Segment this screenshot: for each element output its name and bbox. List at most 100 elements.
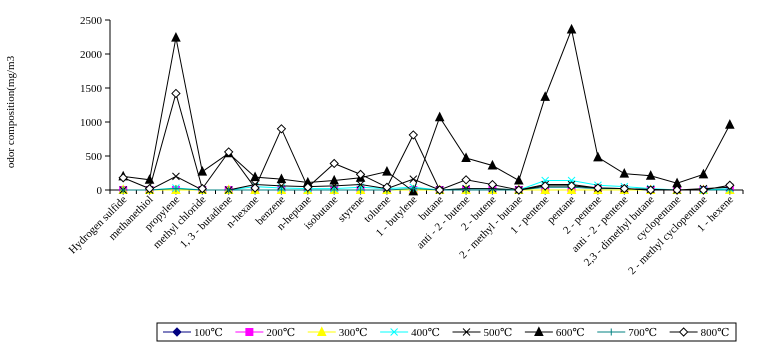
legend-label: 500℃ (484, 327, 513, 339)
data-point (409, 185, 417, 193)
data-point (329, 174, 339, 185)
data-point (357, 186, 365, 194)
y-axis: 0 500 1000 1500 2000 2500 (80, 15, 111, 197)
data-point (382, 182, 392, 192)
legend-marker (390, 328, 398, 336)
data-point (725, 180, 735, 190)
data-point (434, 111, 445, 122)
legend-label: 700℃ (628, 327, 657, 339)
data-point (303, 182, 313, 192)
data-point (171, 32, 181, 42)
y-tick-label: 500 (86, 151, 103, 163)
data-point (514, 185, 524, 195)
data-point (197, 166, 208, 176)
data-point (566, 23, 577, 34)
legend-item: 200℃ (235, 327, 295, 339)
legend-item: 100℃ (163, 327, 223, 339)
legend-item: 600℃ (524, 326, 585, 339)
data-point (250, 171, 260, 182)
data-point (225, 186, 233, 194)
data-point (118, 173, 128, 183)
legend-label: 600℃ (556, 327, 585, 339)
data-point (619, 183, 630, 194)
marker-stroke (172, 172, 180, 181)
legend-item: 300℃ (307, 326, 368, 339)
series-5 (118, 23, 735, 196)
marker-stroke (390, 328, 398, 336)
legend-marker (678, 327, 689, 337)
marker-stroke (356, 180, 365, 189)
data-point (330, 186, 338, 194)
data-point (487, 179, 498, 190)
data-point (356, 180, 365, 189)
series-line (122, 91, 730, 191)
data-point (197, 183, 208, 194)
legend-label: 400℃ (411, 327, 440, 339)
data-point (725, 119, 735, 129)
legend-marker (534, 326, 544, 336)
series-line (123, 27, 731, 193)
y-tick-label: 2000 (80, 49, 103, 61)
y-tick-label: 0 (97, 185, 103, 197)
data-point (566, 181, 577, 191)
legend-marker (462, 328, 471, 336)
legend-label: 200℃ (266, 327, 295, 339)
legend-marker (172, 327, 182, 337)
data-point (672, 185, 682, 195)
data-point (540, 181, 550, 191)
data-point (434, 185, 445, 195)
data-point (171, 88, 181, 99)
legend-item: 400℃ (380, 327, 440, 339)
y-tick-label: 1500 (80, 83, 103, 95)
data-point (382, 166, 392, 176)
series-7 (118, 88, 735, 195)
data-point (172, 172, 180, 181)
data-point (355, 169, 366, 180)
data-point (223, 147, 234, 157)
data-point (487, 159, 498, 170)
data-point (276, 173, 287, 184)
data-point (462, 186, 470, 194)
data-point (277, 182, 286, 190)
legend: 100℃ 200℃ 300℃ 400℃ 500℃ 600℃ 700℃ 800℃ (156, 322, 737, 342)
x-axis: Hydrogen sulfidemethanethiolpropylenemet… (67, 189, 744, 277)
legend-marker (316, 326, 327, 336)
data-point (540, 91, 550, 101)
series-layer (118, 23, 735, 196)
data-point (593, 151, 603, 162)
data-point (619, 168, 630, 178)
data-point (698, 168, 709, 179)
data-point (645, 170, 656, 180)
legend-item: 500℃ (452, 327, 513, 339)
data-point (277, 186, 285, 194)
data-point (144, 183, 155, 194)
y-tick-label: 2500 (80, 15, 103, 27)
y-tick-label: 1000 (80, 117, 103, 129)
legend-box (156, 322, 737, 342)
legend-label: 800℃ (701, 327, 730, 339)
data-point (461, 152, 471, 163)
data-point (593, 183, 603, 193)
legend-item: 700℃ (597, 327, 657, 339)
legend-marker (607, 328, 615, 336)
y-axis-title: odor composition(mg/m3 (5, 55, 17, 168)
legend-marker (245, 328, 254, 336)
data-point (119, 186, 127, 194)
x-tick-label: styrene (336, 194, 367, 225)
data-point (698, 185, 709, 195)
data-point (250, 183, 260, 193)
marker-stroke (409, 175, 418, 183)
data-point (329, 158, 339, 169)
legend-label: 100℃ (194, 327, 223, 339)
data-point (276, 124, 287, 134)
data-point (514, 174, 524, 185)
legend-label: 300℃ (339, 327, 368, 339)
data-point (461, 175, 471, 185)
data-point (409, 175, 418, 183)
marker-stroke (277, 182, 286, 190)
data-point (645, 185, 656, 195)
data-point (408, 130, 419, 140)
marker-stroke (462, 328, 471, 336)
legend-item: 800℃ (669, 327, 730, 339)
